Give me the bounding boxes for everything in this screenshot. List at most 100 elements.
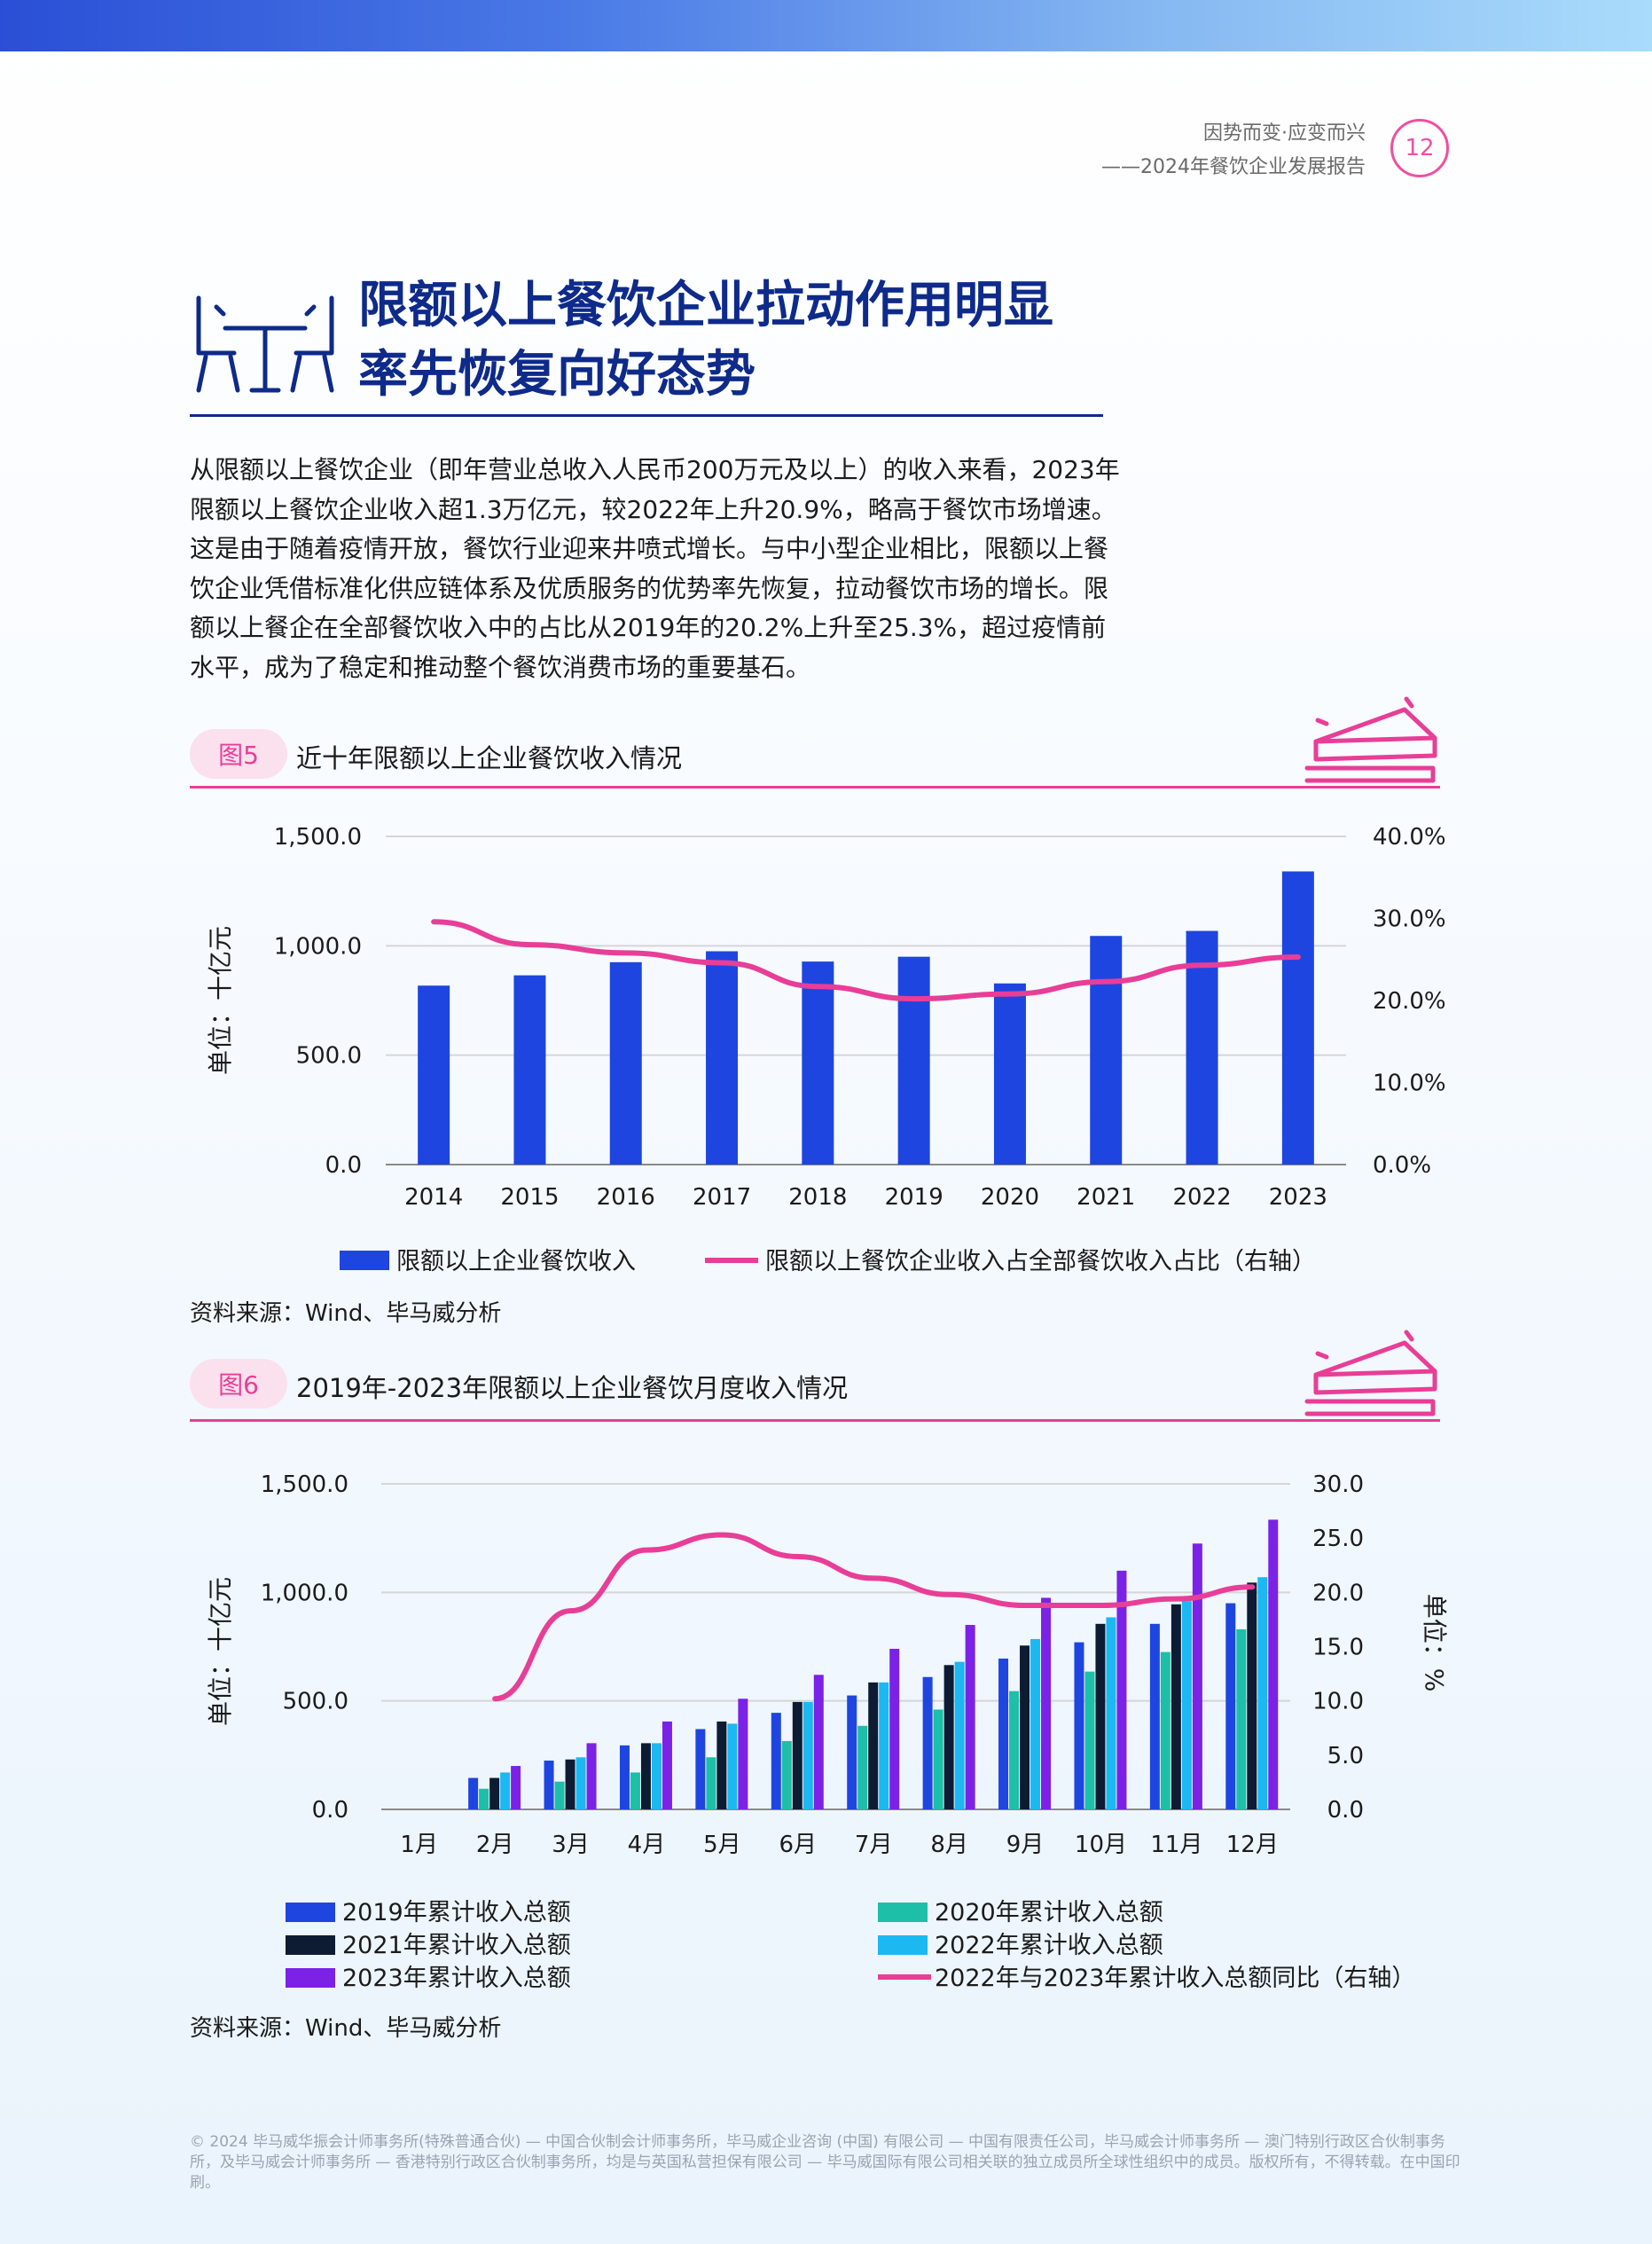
bar-2021年累计收入总额-12月 bbox=[1247, 1582, 1257, 1809]
figure5-rule bbox=[190, 786, 1440, 789]
ratio-line bbox=[431, 919, 1301, 1002]
y-tick-label: 500.0 bbox=[283, 1689, 348, 1715]
figure6-label: 图6 bbox=[190, 1359, 287, 1408]
bar-2021年累计收入总额-7月 bbox=[868, 1682, 879, 1809]
bar-2023年累计收入总额-7月 bbox=[889, 1648, 900, 1809]
bar-2023年累计收入总额-4月 bbox=[662, 1721, 672, 1809]
bar-2020年累计收入总额-5月 bbox=[706, 1757, 716, 1809]
section-title-line2: 率先恢复向好态势 bbox=[358, 346, 756, 404]
bar-2019年累计收入总额-4月 bbox=[619, 1745, 630, 1809]
y-tick-label: 0.0 bbox=[312, 1797, 348, 1824]
header-line2: ——2024年餐饮企业发展报告 bbox=[1101, 156, 1366, 178]
legend-swatch bbox=[878, 1903, 928, 1922]
bar-2020年累计收入总额-6月 bbox=[781, 1740, 792, 1809]
bar-2023年累计收入总额-3月 bbox=[586, 1743, 597, 1809]
x-tick-label: 6月 bbox=[779, 1832, 818, 1858]
x-tick-label: 2021 bbox=[1077, 1184, 1135, 1211]
yoy-line bbox=[492, 1532, 1256, 1702]
x-tick-label: 2015 bbox=[500, 1184, 559, 1211]
x-tick-label: 5月 bbox=[703, 1832, 741, 1858]
bar-2019年累计收入总额-9月 bbox=[998, 1658, 1009, 1809]
bar-2023年累计收入总额-2月 bbox=[511, 1766, 521, 1809]
legend-swatch-bar bbox=[340, 1251, 389, 1270]
figure6-rule bbox=[190, 1419, 1440, 1422]
legend-swatch bbox=[286, 1903, 335, 1922]
bar-2023年累计收入总额-10月 bbox=[1116, 1570, 1127, 1809]
legend-label: 限额以上企业餐饮收入 bbox=[396, 1248, 636, 1275]
bar-2020年累计收入总额-2月 bbox=[479, 1788, 489, 1809]
section-title-rule bbox=[190, 414, 1103, 417]
y2-tick-label: 30.0 bbox=[1312, 1471, 1364, 1498]
bar-2021年累计收入总额-10月 bbox=[1095, 1623, 1106, 1809]
report-header: 因势而变·应变而兴 ——2024年餐饮企业发展报告 bbox=[1101, 117, 1366, 184]
bar-2022年累计收入总额-7月 bbox=[879, 1682, 889, 1809]
bar-2020年累计收入总额-7月 bbox=[857, 1725, 868, 1809]
legend-label: 2023年累计收入总额 bbox=[342, 1965, 571, 1992]
legend-swatch bbox=[878, 1935, 928, 1955]
legend-label: 限额以上餐饮企业收入占全部餐饮收入占比（右轴） bbox=[765, 1248, 1316, 1275]
copyright-footer: © 2024 毕马威华振会计师事务所(特殊普通合伙) — 中国合伙制会计师事务所… bbox=[190, 2133, 1460, 2192]
section-title: 限额以上餐饮企业拉动作用明显 率先恢复向好态势 bbox=[358, 271, 1053, 410]
x-tick-label: 10月 bbox=[1075, 1832, 1127, 1858]
x-tick-label: 2017 bbox=[693, 1184, 751, 1211]
y-axis-label: 单位：十亿元 bbox=[206, 926, 235, 1075]
bar-2022年累计收入总额-4月 bbox=[651, 1743, 662, 1809]
cake-slice-icon bbox=[1304, 696, 1437, 783]
bar-2022年累计收入总额-6月 bbox=[803, 1701, 813, 1809]
bar-2021年累计收入总额-6月 bbox=[792, 1701, 803, 1809]
x-tick-label: 2023 bbox=[1269, 1184, 1327, 1211]
y2-tick-label: 20.0 bbox=[1312, 1580, 1364, 1606]
bar-2020年累计收入总额-4月 bbox=[630, 1772, 640, 1809]
bar-2020年累计收入总额-9月 bbox=[1009, 1691, 1020, 1809]
cake-slice-icon-2 bbox=[1304, 1330, 1437, 1416]
legend-label: 2019年累计收入总额 bbox=[342, 1899, 571, 1926]
y-tick-label: 1,500.0 bbox=[274, 824, 362, 851]
y-axis-label: 单位：十亿元 bbox=[206, 1577, 235, 1726]
y2-tick-label: 25.0 bbox=[1312, 1526, 1364, 1552]
bar-2021年累计收入总额-9月 bbox=[1020, 1645, 1030, 1809]
figure5-title: 近十年限额以上企业餐饮收入情况 bbox=[296, 743, 683, 773]
bar-2017 bbox=[706, 951, 739, 1165]
bar-2019年累计收入总额-10月 bbox=[1074, 1642, 1084, 1809]
y2-tick-label: 15.0 bbox=[1312, 1635, 1364, 1661]
bar-2022年累计收入总额-10月 bbox=[1106, 1617, 1116, 1809]
bar-2019年累计收入总额-7月 bbox=[847, 1695, 857, 1809]
bar-2022年累计收入总额-5月 bbox=[727, 1723, 738, 1809]
bar-2019 bbox=[897, 956, 930, 1165]
bar-2022 bbox=[1186, 930, 1218, 1165]
x-tick-label: 2018 bbox=[788, 1184, 847, 1211]
bar-2022年累计收入总额-2月 bbox=[500, 1772, 511, 1809]
bar-2019年累计收入总额-6月 bbox=[771, 1713, 781, 1809]
bar-2021年累计收入总额-5月 bbox=[716, 1721, 727, 1809]
bar-2019年累计收入总额-2月 bbox=[468, 1777, 479, 1809]
x-tick-label: 12月 bbox=[1226, 1832, 1279, 1858]
bar-2023年累计收入总额-9月 bbox=[1041, 1597, 1052, 1809]
bar-2020年累计收入总额-8月 bbox=[933, 1709, 943, 1809]
y2-tick-label: 10.0 bbox=[1312, 1689, 1364, 1715]
section-paragraph: 从限额以上餐饮企业（即年营业总收入人民币200万元及以上）的收入来看，2023年… bbox=[190, 455, 1120, 682]
x-tick-label: 2014 bbox=[404, 1184, 463, 1211]
bar-2020年累计收入总额-10月 bbox=[1084, 1671, 1095, 1809]
legend-label: 2020年累计收入总额 bbox=[935, 1899, 1163, 1926]
section-title-line1: 限额以上餐饮企业拉动作用明显 bbox=[358, 277, 1053, 334]
bar-2023年累计收入总额-5月 bbox=[738, 1699, 748, 1809]
y-tick-label: 500.0 bbox=[296, 1043, 362, 1070]
bar-2022年累计收入总额-12月 bbox=[1257, 1577, 1268, 1809]
bar-2018 bbox=[802, 961, 834, 1165]
bar-2021年累计收入总额-3月 bbox=[565, 1759, 575, 1809]
bar-2019年累计收入总额-8月 bbox=[922, 1676, 933, 1809]
x-tick-label: 2019 bbox=[885, 1184, 943, 1211]
bar-2021年累计收入总额-2月 bbox=[489, 1777, 500, 1809]
legend-label: 2021年累计收入总额 bbox=[342, 1932, 571, 1959]
x-tick-label: 2月 bbox=[476, 1832, 514, 1858]
x-tick-label: 7月 bbox=[855, 1832, 893, 1858]
figure5-source: 资料来源：Wind、毕马威分析 bbox=[190, 1300, 502, 1327]
bar-2020年累计收入总额-3月 bbox=[554, 1781, 565, 1809]
bar-2020年累计收入总额-12月 bbox=[1236, 1628, 1247, 1809]
y-tick-label: 0.0 bbox=[325, 1152, 362, 1179]
top-gradient-bar bbox=[0, 0, 1652, 51]
bar-2019年累计收入总额-3月 bbox=[544, 1760, 554, 1809]
x-tick-label: 11月 bbox=[1150, 1832, 1202, 1858]
x-tick-label: 2022 bbox=[1172, 1184, 1231, 1211]
bar-2019年累计收入总额-5月 bbox=[695, 1729, 706, 1809]
